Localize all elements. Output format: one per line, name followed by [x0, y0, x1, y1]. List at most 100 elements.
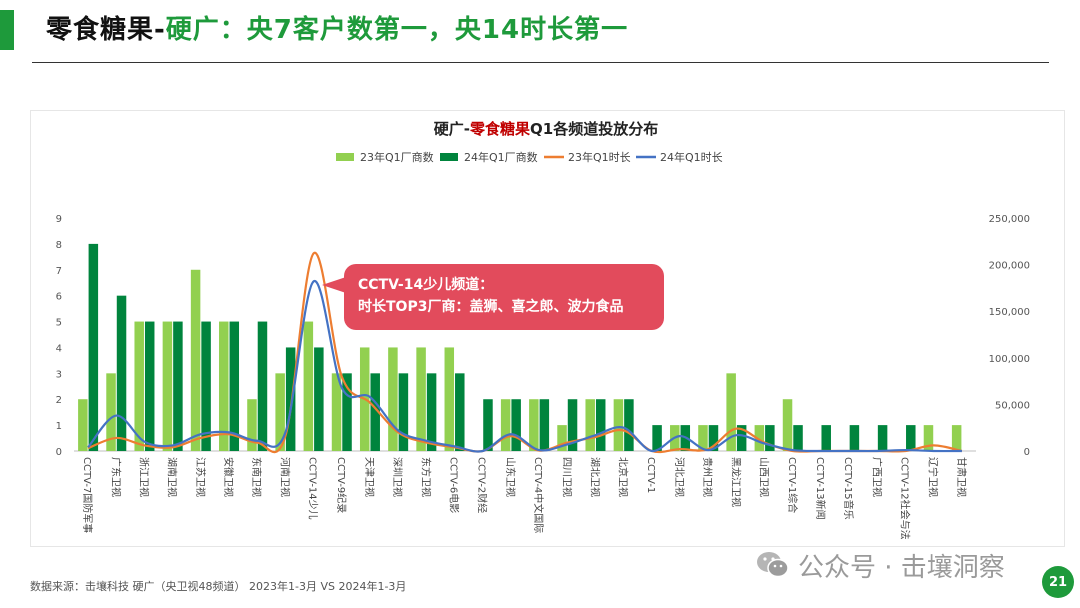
bar-23q1-clients — [388, 347, 398, 451]
y-left-tick-label: 7 — [56, 266, 62, 277]
bar-23q1-clients — [923, 425, 934, 451]
x-tick-label: CCTV-1 — [645, 457, 656, 493]
bar-24q1-clients — [201, 321, 211, 451]
x-tick-label: 安徽卫视 — [222, 457, 235, 497]
bar-24q1-clients — [877, 425, 888, 451]
bar-24q1-clients — [708, 425, 719, 451]
data-source: 数据来源：击壤科技 硬广（央卫视48频道） 2023年1-3月 VS 2024年… — [30, 580, 407, 593]
callout-pointer — [322, 277, 346, 293]
bar-24q1-clients — [483, 399, 493, 451]
page-title-part2: 硬广：央7客户数第一，央14时长第一 — [165, 15, 629, 45]
title-divider — [32, 62, 1049, 63]
x-tick-label: 山东卫视 — [504, 457, 517, 497]
chart-title-suffix: Q1各频道投放分布 — [530, 120, 658, 138]
x-tick-label: CCTV-4中文国际 — [532, 457, 545, 533]
x-tick-label: 河南卫视 — [278, 457, 291, 497]
bar-24q1-clients — [144, 321, 155, 451]
bar-24q1-clients — [314, 347, 324, 451]
x-tick-label: 广东卫视 — [109, 457, 122, 497]
bar-24q1-clients — [229, 321, 240, 451]
y-left-tick-label: 1 — [56, 421, 62, 432]
callout-line1: CCTV-14少儿频道： — [358, 277, 494, 293]
bar-24q1-clients — [595, 399, 606, 451]
x-tick-label: CCTV-13新闻 — [814, 457, 827, 520]
x-tick-label: 浙江卫视 — [137, 457, 150, 497]
x-tick-label: 深圳卫视 — [391, 457, 404, 497]
bar-24q1-clients — [398, 373, 409, 451]
bar-24q1-clients — [455, 373, 465, 451]
bar-23q1-clients — [782, 399, 793, 451]
x-tick-label: 辽宁卫视 — [927, 457, 940, 497]
bar-24q1-clients — [849, 425, 860, 451]
x-tick-label: CCTV-9纪录 — [335, 457, 347, 513]
bar-24q1-clients — [285, 347, 296, 451]
y-left-tick-label: 8 — [56, 240, 62, 251]
x-tick-label: 黑龙江卫视 — [729, 457, 742, 507]
y-left-tick-label: 5 — [56, 318, 62, 329]
x-tick-label: 湖南卫视 — [166, 457, 179, 497]
bar-23q1-clients — [106, 373, 116, 451]
x-tick-label: CCTV-12社会与法 — [899, 457, 912, 540]
x-tick-label: CCTV-14少儿 — [307, 457, 319, 520]
bar-23q1-clients — [726, 373, 736, 451]
x-tick-label: 山西卫视 — [758, 457, 771, 497]
y-right-tick-label: 250,000 — [989, 214, 1030, 225]
bar-23q1-clients — [134, 321, 144, 451]
chart-title-prefix: 硬广- — [434, 120, 470, 138]
bar-23q1-clients — [500, 399, 511, 451]
bar-23q1-clients — [219, 321, 229, 451]
bar-23q1-clients — [951, 425, 962, 451]
bar-23q1-clients — [613, 399, 624, 451]
legend-swatch-1 — [440, 153, 458, 161]
x-tick-label: 北京卫视 — [617, 457, 630, 497]
x-tick-label: 四川卫视 — [560, 457, 573, 497]
y-right-tick-label: 100,000 — [989, 354, 1030, 365]
bar-24q1-clients — [765, 425, 775, 451]
bar-23q1-clients — [416, 347, 426, 451]
bar-24q1-clients — [173, 321, 183, 451]
bar-23q1-clients — [303, 321, 314, 451]
x-tick-label: 天津卫视 — [363, 457, 376, 497]
bar-24q1-clients — [652, 425, 662, 451]
bar-23q1-clients — [585, 399, 595, 451]
bar-24q1-clients — [342, 373, 352, 451]
watermark-text: 公众号 · 击壤洞察 — [798, 552, 1005, 583]
bar-23q1-clients — [529, 399, 539, 451]
x-tick-label: 河北卫视 — [673, 457, 686, 497]
page-number: 21 — [1042, 566, 1074, 598]
legend-swatch-0 — [336, 153, 354, 161]
bar-23q1-clients — [275, 373, 285, 451]
legend-label-2: 23年Q1时长 — [568, 150, 631, 164]
y-left-tick-label: 2 — [56, 395, 62, 406]
page-title-part1: 零食糖果- — [46, 15, 166, 45]
bar-23q1-clients — [557, 425, 567, 451]
x-tick-label: CCTV-1综合 — [786, 457, 799, 513]
legend-label-0: 23年Q1厂商数 — [360, 150, 434, 164]
bar-24q1-clients — [906, 425, 916, 451]
x-tick-label: 贵州卫视 — [701, 457, 714, 497]
y-right-tick-label: 150,000 — [989, 307, 1030, 318]
bar-24q1-clients — [793, 425, 803, 451]
x-tick-label: 东南卫视 — [250, 457, 263, 497]
bar-23q1-clients — [698, 425, 708, 451]
y-left-tick-label: 9 — [56, 214, 62, 225]
bar-23q1-clients — [754, 425, 765, 451]
legend-label-3: 24年Q1时长 — [660, 150, 723, 164]
x-tick-label: 江苏卫视 — [194, 457, 207, 497]
chart-title: 硬广-零食糖果Q1各频道投放分布 — [434, 120, 658, 138]
cctv14-callout: CCTV-14少儿频道： 时长TOP3厂商：盖狮、喜之郎、波力食品 — [344, 264, 664, 330]
x-tick-label: CCTV-15音乐 — [842, 457, 855, 520]
callout-line2: 时长TOP3厂商：盖狮、喜之郎、波力食品 — [358, 299, 624, 315]
y-left-tick-label: 3 — [56, 369, 62, 380]
wechat-watermark: 公众号 · 击壤洞察 — [756, 548, 1005, 583]
wechat-icon — [757, 552, 789, 578]
bar-24q1-clients — [257, 321, 268, 451]
x-tick-label: CCTV-2财经 — [476, 457, 489, 513]
chart-legend: 23年Q1厂商数 24年Q1厂商数 23年Q1时长 24年Q1时长 — [336, 150, 723, 164]
y-right-tick-label: 200,000 — [989, 261, 1030, 272]
bar-24q1-clients — [511, 399, 521, 451]
bar-23q1-clients — [190, 269, 201, 451]
x-tick-label: 甘肃卫视 — [955, 457, 968, 497]
bar-23q1-clients — [162, 321, 173, 451]
x-tick-label: CCTV-7国防军事 — [81, 457, 94, 533]
